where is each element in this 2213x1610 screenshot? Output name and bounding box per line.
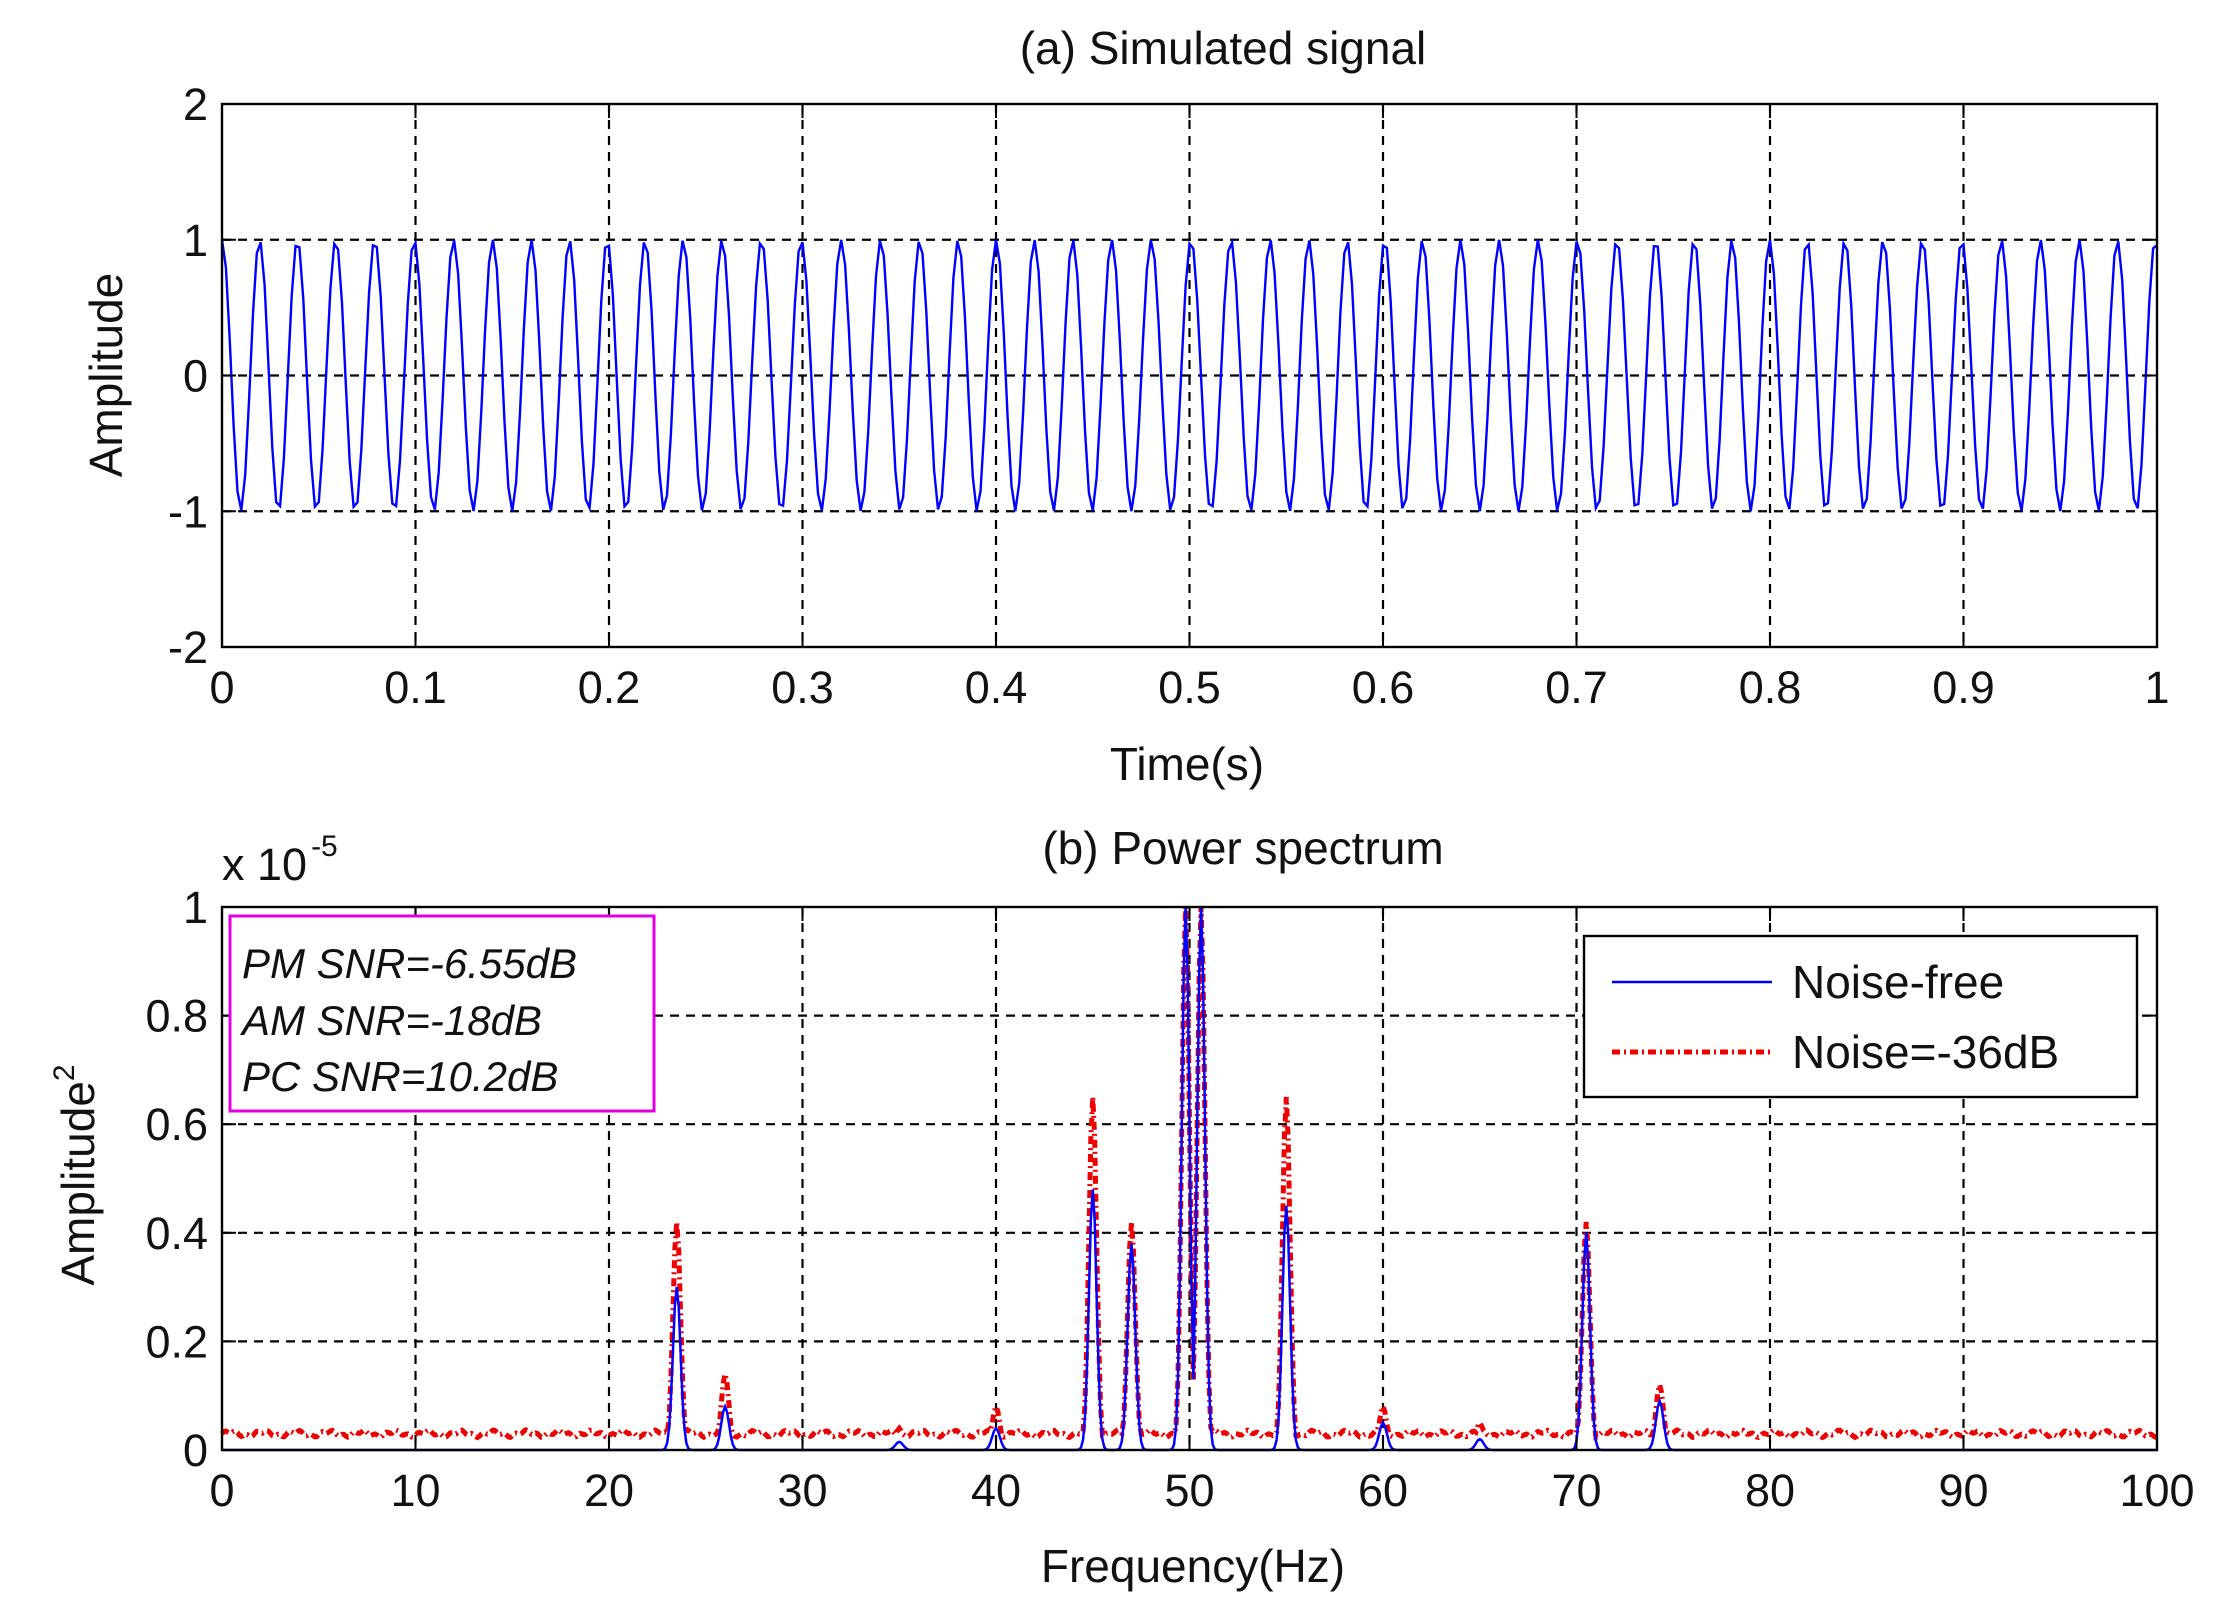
- x-tick-label: 0.2: [578, 662, 641, 713]
- x-tick-label: 0: [209, 662, 234, 713]
- x-tick-label: 0: [209, 1465, 234, 1516]
- x-tick-label: 0.9: [1932, 662, 1995, 713]
- legend: Noise-free Noise=-36dB: [1582, 934, 2139, 1099]
- x-tick-label: 70: [1551, 1465, 1601, 1516]
- x-tick-label: 0.3: [771, 662, 834, 713]
- x-tick-label: 0.8: [1739, 662, 1802, 713]
- y-tick-label: 0: [183, 351, 208, 402]
- x-tick-label: 60: [1358, 1465, 1408, 1516]
- signal-line: [220, 237, 2158, 513]
- panel-a-y-axis-label: Amplitude: [80, 273, 132, 478]
- legend-frame: [1582, 934, 2139, 1099]
- panel-a-y-ticks: -2 -1 0 1 2: [168, 79, 2157, 673]
- x-tick-label: 0.5: [1158, 662, 1221, 713]
- legend-entry-noise-free: Noise-free: [1792, 956, 2004, 1008]
- snr-annotation-frame: [228, 914, 656, 1113]
- panel-a-x-ticks: 0 0.1 0.2 0.3 0.4 0.5 0.6 0.7 0.8 0.9 1: [209, 104, 2170, 713]
- x-tick-label: 50: [1164, 1465, 1214, 1516]
- panel-b-x-axis-label: Frequency(Hz): [1041, 1540, 1345, 1592]
- y-tick-label: -2: [168, 622, 208, 673]
- snr-annotation-pm: PM SNR=-6.55dB: [242, 940, 577, 987]
- x-tick-label: 0.4: [965, 662, 1028, 713]
- snr-annotation-pc: PC SNR=10.2dB: [242, 1053, 558, 1100]
- y-tick-label: 2: [183, 79, 208, 130]
- panel-a: (a) Simulated signal 0 0.1 0.2 0.3 0.4 0.5 0.6…: [80, 22, 2170, 790]
- panel-b-title: (b) Power spectrum: [1042, 822, 1443, 874]
- x-tick-label: 10: [390, 1465, 440, 1516]
- panel-b-scale-exponent: -5: [311, 830, 338, 863]
- x-tick-label: 20: [584, 1465, 634, 1516]
- panel-b-y-ticks: 0 0.2 0.4 0.6 0.8 1: [145, 882, 2157, 1476]
- x-tick-label: 30: [777, 1465, 827, 1516]
- panel-b-x-ticks: 0 10 20 30 40 50 60 70 80 90 100: [209, 907, 2195, 1516]
- y-tick-label: 1: [183, 215, 208, 266]
- panel-b: (b) Power spectrum x 10 -5 0 10 20 30 40 50 60 7…: [48, 822, 2195, 1592]
- panel-a-x-axis-label: Time(s): [1110, 738, 1264, 790]
- panel-a-grid: [222, 104, 2157, 647]
- y-tick-label: -1: [168, 486, 208, 537]
- panel-a-series: [220, 237, 2158, 513]
- panel-b-scale-factor: x 10 -5: [222, 830, 338, 890]
- x-tick-label: 0.6: [1352, 662, 1415, 713]
- x-tick-label: 100: [2119, 1465, 2194, 1516]
- x-tick-label: 80: [1745, 1465, 1795, 1516]
- legend-entry-noise: Noise=-36dB: [1792, 1026, 2059, 1078]
- snr-annotation-am: AM SNR=-18dB: [239, 997, 542, 1044]
- x-tick-label: 1: [2144, 662, 2169, 713]
- panel-b-y-axis-label-superscript: 2: [48, 1064, 81, 1081]
- panel-b-y-axis-label: Amplitude2: [48, 1064, 104, 1285]
- snr-annotation-box: PM SNR=-6.55dB AM SNR=-18dB PC SNR=10.2d…: [228, 914, 656, 1113]
- panel-a-title: (a) Simulated signal: [1020, 22, 1427, 74]
- y-tick-label: 0: [183, 1425, 208, 1476]
- x-tick-label: 0.1: [384, 662, 447, 713]
- y-tick-label: 0.4: [145, 1208, 208, 1259]
- x-tick-label: 40: [971, 1465, 1021, 1516]
- y-tick-label: 0.6: [145, 1099, 208, 1150]
- y-tick-label: 0.8: [145, 991, 208, 1042]
- y-tick-label: 1: [183, 882, 208, 933]
- x-tick-label: 0.7: [1545, 662, 1608, 713]
- y-tick-label: 0.2: [145, 1316, 208, 1367]
- x-tick-label: 90: [1938, 1465, 1988, 1516]
